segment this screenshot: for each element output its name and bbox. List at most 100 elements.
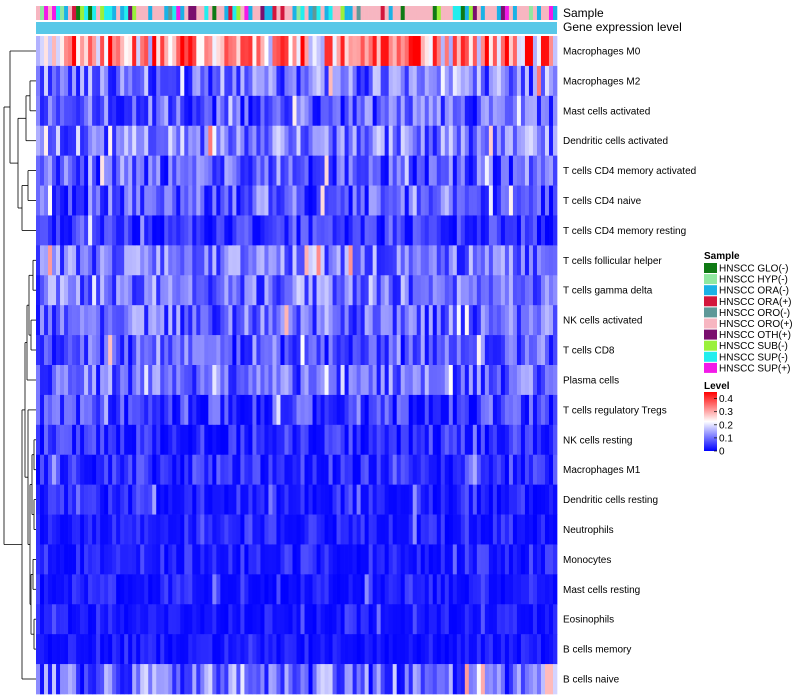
heatmap-cell	[344, 634, 349, 665]
heatmap-cell	[252, 484, 257, 515]
heatmap-cell	[360, 215, 365, 246]
heatmap-cell	[136, 514, 141, 545]
heatmap-cell	[340, 514, 345, 545]
heatmap-cell	[320, 574, 325, 605]
heatmap-cell	[436, 394, 442, 426]
heatmap-cell	[80, 574, 85, 605]
heatmap-cell	[276, 275, 281, 306]
heatmap-cell	[232, 484, 237, 515]
heatmap-cell	[80, 95, 85, 127]
heatmap-cell	[436, 484, 442, 515]
heatmap-cell	[408, 275, 414, 306]
heatmap-cell	[36, 634, 41, 665]
heatmap-cell	[132, 454, 137, 485]
heatmap-cell	[248, 574, 253, 605]
heatmap-cell	[116, 544, 121, 575]
heatmap-cell	[296, 634, 301, 665]
heatmap-cell	[300, 664, 305, 695]
heatmap-cell	[48, 424, 53, 456]
heatmap-cell	[136, 484, 141, 515]
heatmap-cell	[292, 245, 297, 276]
heatmap-cell	[176, 424, 181, 456]
heatmap-cell	[76, 65, 81, 97]
heatmap-cell	[428, 574, 434, 605]
sample-track-cell	[288, 6, 293, 20]
heatmap-cell	[244, 155, 249, 186]
heatmap-cell	[524, 574, 530, 605]
heatmap-cell	[152, 574, 157, 605]
heatmap-cell	[168, 65, 173, 97]
heatmap-cell	[224, 634, 229, 665]
heatmap-cell	[452, 125, 458, 156]
heatmap-cell	[412, 245, 418, 276]
heatmap-cell	[452, 454, 458, 485]
heatmap-cell	[420, 36, 426, 67]
heatmap-cell	[448, 424, 454, 456]
heatmap-cell	[336, 424, 341, 456]
heatmap-cell	[116, 365, 121, 396]
heatmap-cell	[100, 544, 105, 575]
heatmap-cell	[324, 454, 329, 485]
heatmap-cell	[532, 185, 538, 216]
heatmap-cell	[536, 604, 542, 635]
sample-track-cell	[364, 6, 369, 20]
heatmap-cell	[196, 365, 201, 396]
heatmap-cell	[332, 424, 337, 456]
heatmap-cell	[376, 424, 382, 456]
heatmap-cell	[172, 574, 177, 605]
heatmap-cell	[112, 574, 117, 605]
heatmap-cell	[484, 36, 490, 67]
heatmap-cell	[224, 95, 229, 127]
heatmap-cell	[536, 424, 542, 456]
heatmap-cell	[176, 65, 181, 97]
heatmap-cell	[344, 65, 349, 97]
heatmap-cell	[164, 95, 169, 127]
heatmap-cell	[92, 484, 97, 515]
heatmap-cell	[520, 454, 526, 485]
heatmap-cell	[380, 245, 386, 276]
heatmap-cell	[224, 365, 229, 396]
heatmap-cell	[488, 155, 494, 186]
heatmap-cell	[292, 484, 297, 515]
sample-track-cell	[336, 6, 341, 20]
heatmap-cell	[248, 305, 253, 336]
heatmap-cell	[372, 125, 378, 156]
heatmap-cell	[56, 604, 61, 635]
heatmap-cell	[512, 604, 518, 635]
heatmap-cell	[36, 544, 41, 575]
heatmap-cell	[108, 514, 113, 545]
heatmap-cell	[508, 484, 514, 515]
heatmap-cell	[340, 125, 345, 156]
heatmap-cell	[492, 544, 498, 575]
heatmap-cell	[252, 215, 257, 246]
heatmap-cell	[380, 454, 386, 485]
heatmap-cell	[472, 394, 478, 426]
heatmap-cell	[364, 125, 369, 156]
heatmap-cell	[372, 574, 378, 605]
heatmap-cell	[496, 484, 502, 515]
heatmap-cell	[304, 65, 309, 97]
heatmap-cell	[224, 604, 229, 635]
heatmap-cell	[368, 544, 373, 575]
heatmap-cell	[164, 574, 169, 605]
heatmap-cell	[68, 514, 73, 545]
heatmap-cell	[396, 305, 402, 336]
heatmap-cell	[524, 514, 530, 545]
heatmap-cell	[464, 424, 470, 456]
heatmap-cell	[332, 155, 337, 186]
heatmap-cell	[144, 394, 149, 426]
sample-legend-swatch	[704, 351, 717, 362]
heatmap-cell	[40, 245, 45, 276]
heatmap-cell	[112, 514, 117, 545]
heatmap-cell	[100, 185, 105, 216]
heatmap-cell	[324, 36, 329, 67]
heatmap-cell	[236, 544, 241, 575]
heatmap-cell	[60, 664, 65, 695]
heatmap-cell	[452, 544, 458, 575]
heatmap-cell	[316, 65, 321, 97]
heatmap-cell	[352, 245, 357, 276]
heatmap-cell	[108, 484, 113, 515]
heatmap-cell	[136, 544, 141, 575]
heatmap-cell	[176, 305, 181, 336]
